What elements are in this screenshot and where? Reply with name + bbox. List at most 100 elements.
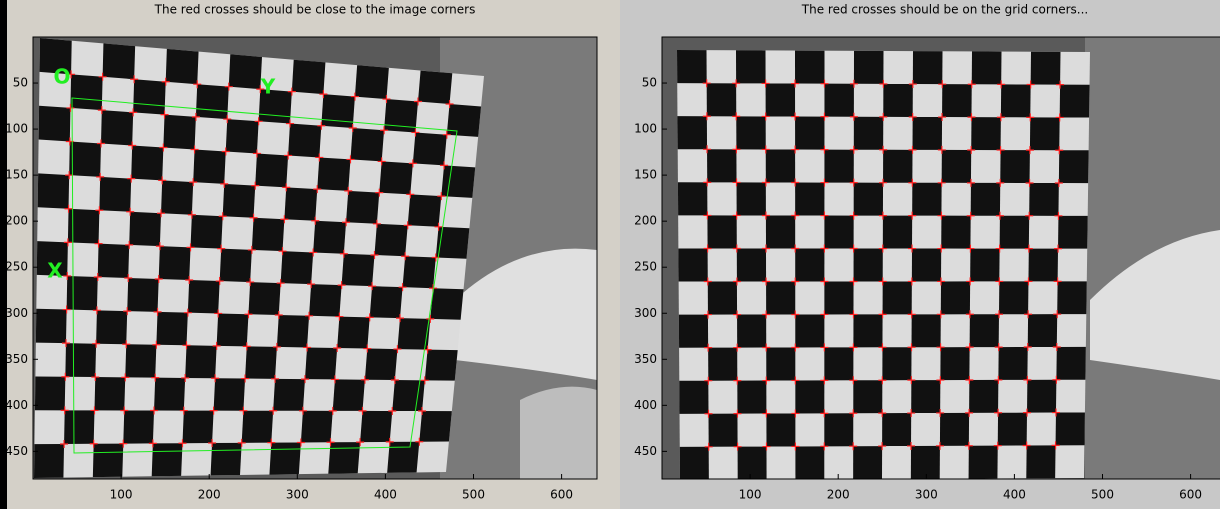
square	[883, 84, 913, 117]
square	[970, 314, 999, 347]
square	[940, 413, 969, 446]
square	[223, 184, 256, 218]
square	[418, 71, 452, 104]
square	[309, 284, 342, 316]
square	[94, 377, 125, 410]
square	[321, 94, 355, 128]
square	[34, 444, 64, 478]
square	[1028, 314, 1057, 347]
screenshot: The red crosses should be close to the i…	[0, 0, 1220, 509]
square	[248, 282, 280, 315]
y-tick-label: 350	[634, 352, 657, 366]
square	[911, 446, 940, 479]
square	[708, 414, 737, 447]
square	[679, 315, 708, 348]
square	[913, 51, 943, 84]
square	[969, 446, 998, 479]
square	[707, 83, 737, 116]
left-title: The red crosses should be close to the i…	[154, 3, 476, 17]
square	[1029, 183, 1059, 216]
square	[883, 216, 912, 249]
square	[313, 221, 346, 254]
square	[305, 347, 337, 379]
square	[677, 50, 707, 83]
square	[737, 381, 766, 414]
square	[152, 443, 183, 476]
square	[795, 446, 824, 479]
square	[99, 177, 131, 212]
square	[185, 345, 216, 378]
square	[65, 343, 96, 377]
square	[350, 128, 384, 161]
square	[824, 216, 853, 249]
x-tick-label: 400	[374, 488, 397, 502]
square	[680, 447, 709, 480]
square	[969, 380, 998, 413]
origin-label: O	[53, 65, 70, 89]
square	[38, 173, 69, 208]
square	[854, 183, 883, 216]
x-tick-label: 500	[462, 488, 485, 502]
square	[355, 65, 389, 99]
y-tick-label: 100	[634, 122, 657, 136]
square	[242, 411, 273, 443]
square	[824, 347, 853, 380]
x-tick-label: 600	[550, 488, 573, 502]
square	[245, 346, 277, 378]
square	[795, 183, 824, 216]
square	[883, 150, 912, 183]
square	[403, 256, 436, 288]
square	[912, 183, 941, 216]
square	[387, 442, 419, 473]
square	[942, 84, 972, 117]
square	[281, 251, 314, 284]
square	[159, 246, 191, 280]
right-title: The red crosses should be on the grid co…	[801, 3, 1088, 17]
square	[93, 444, 123, 478]
square	[971, 117, 1001, 150]
square	[708, 348, 737, 381]
square	[971, 183, 1001, 216]
square	[36, 309, 67, 343]
square	[379, 161, 413, 194]
square	[998, 347, 1027, 380]
square	[39, 106, 71, 142]
x-axis-label: X	[47, 259, 63, 283]
square	[824, 281, 853, 314]
square	[941, 281, 970, 314]
square	[677, 116, 707, 149]
square	[737, 182, 766, 215]
square	[182, 411, 213, 444]
y-axis-label: Y	[260, 75, 276, 99]
y-tick-label: 200	[634, 214, 657, 228]
square	[98, 244, 129, 278]
x-tick-label: 600	[1179, 488, 1202, 502]
square	[273, 379, 305, 411]
square	[707, 215, 736, 248]
square	[441, 165, 475, 197]
square	[328, 442, 360, 474]
square	[365, 349, 398, 380]
square	[342, 254, 375, 286]
square	[853, 314, 882, 347]
square	[301, 411, 333, 443]
square	[795, 380, 824, 413]
square	[1001, 84, 1031, 117]
square	[942, 150, 972, 183]
y-tick-label: 50	[642, 76, 657, 90]
square	[346, 191, 379, 224]
square	[824, 413, 853, 446]
square	[941, 216, 970, 249]
square	[911, 380, 940, 413]
square	[419, 411, 452, 442]
right-image	[662, 37, 1220, 480]
square	[211, 443, 242, 476]
square	[707, 149, 736, 182]
square	[284, 187, 317, 220]
square	[67, 276, 98, 310]
square	[103, 43, 136, 79]
square	[824, 84, 853, 117]
square	[766, 149, 795, 182]
y-tick-label: 400	[5, 398, 28, 412]
square	[220, 249, 252, 282]
